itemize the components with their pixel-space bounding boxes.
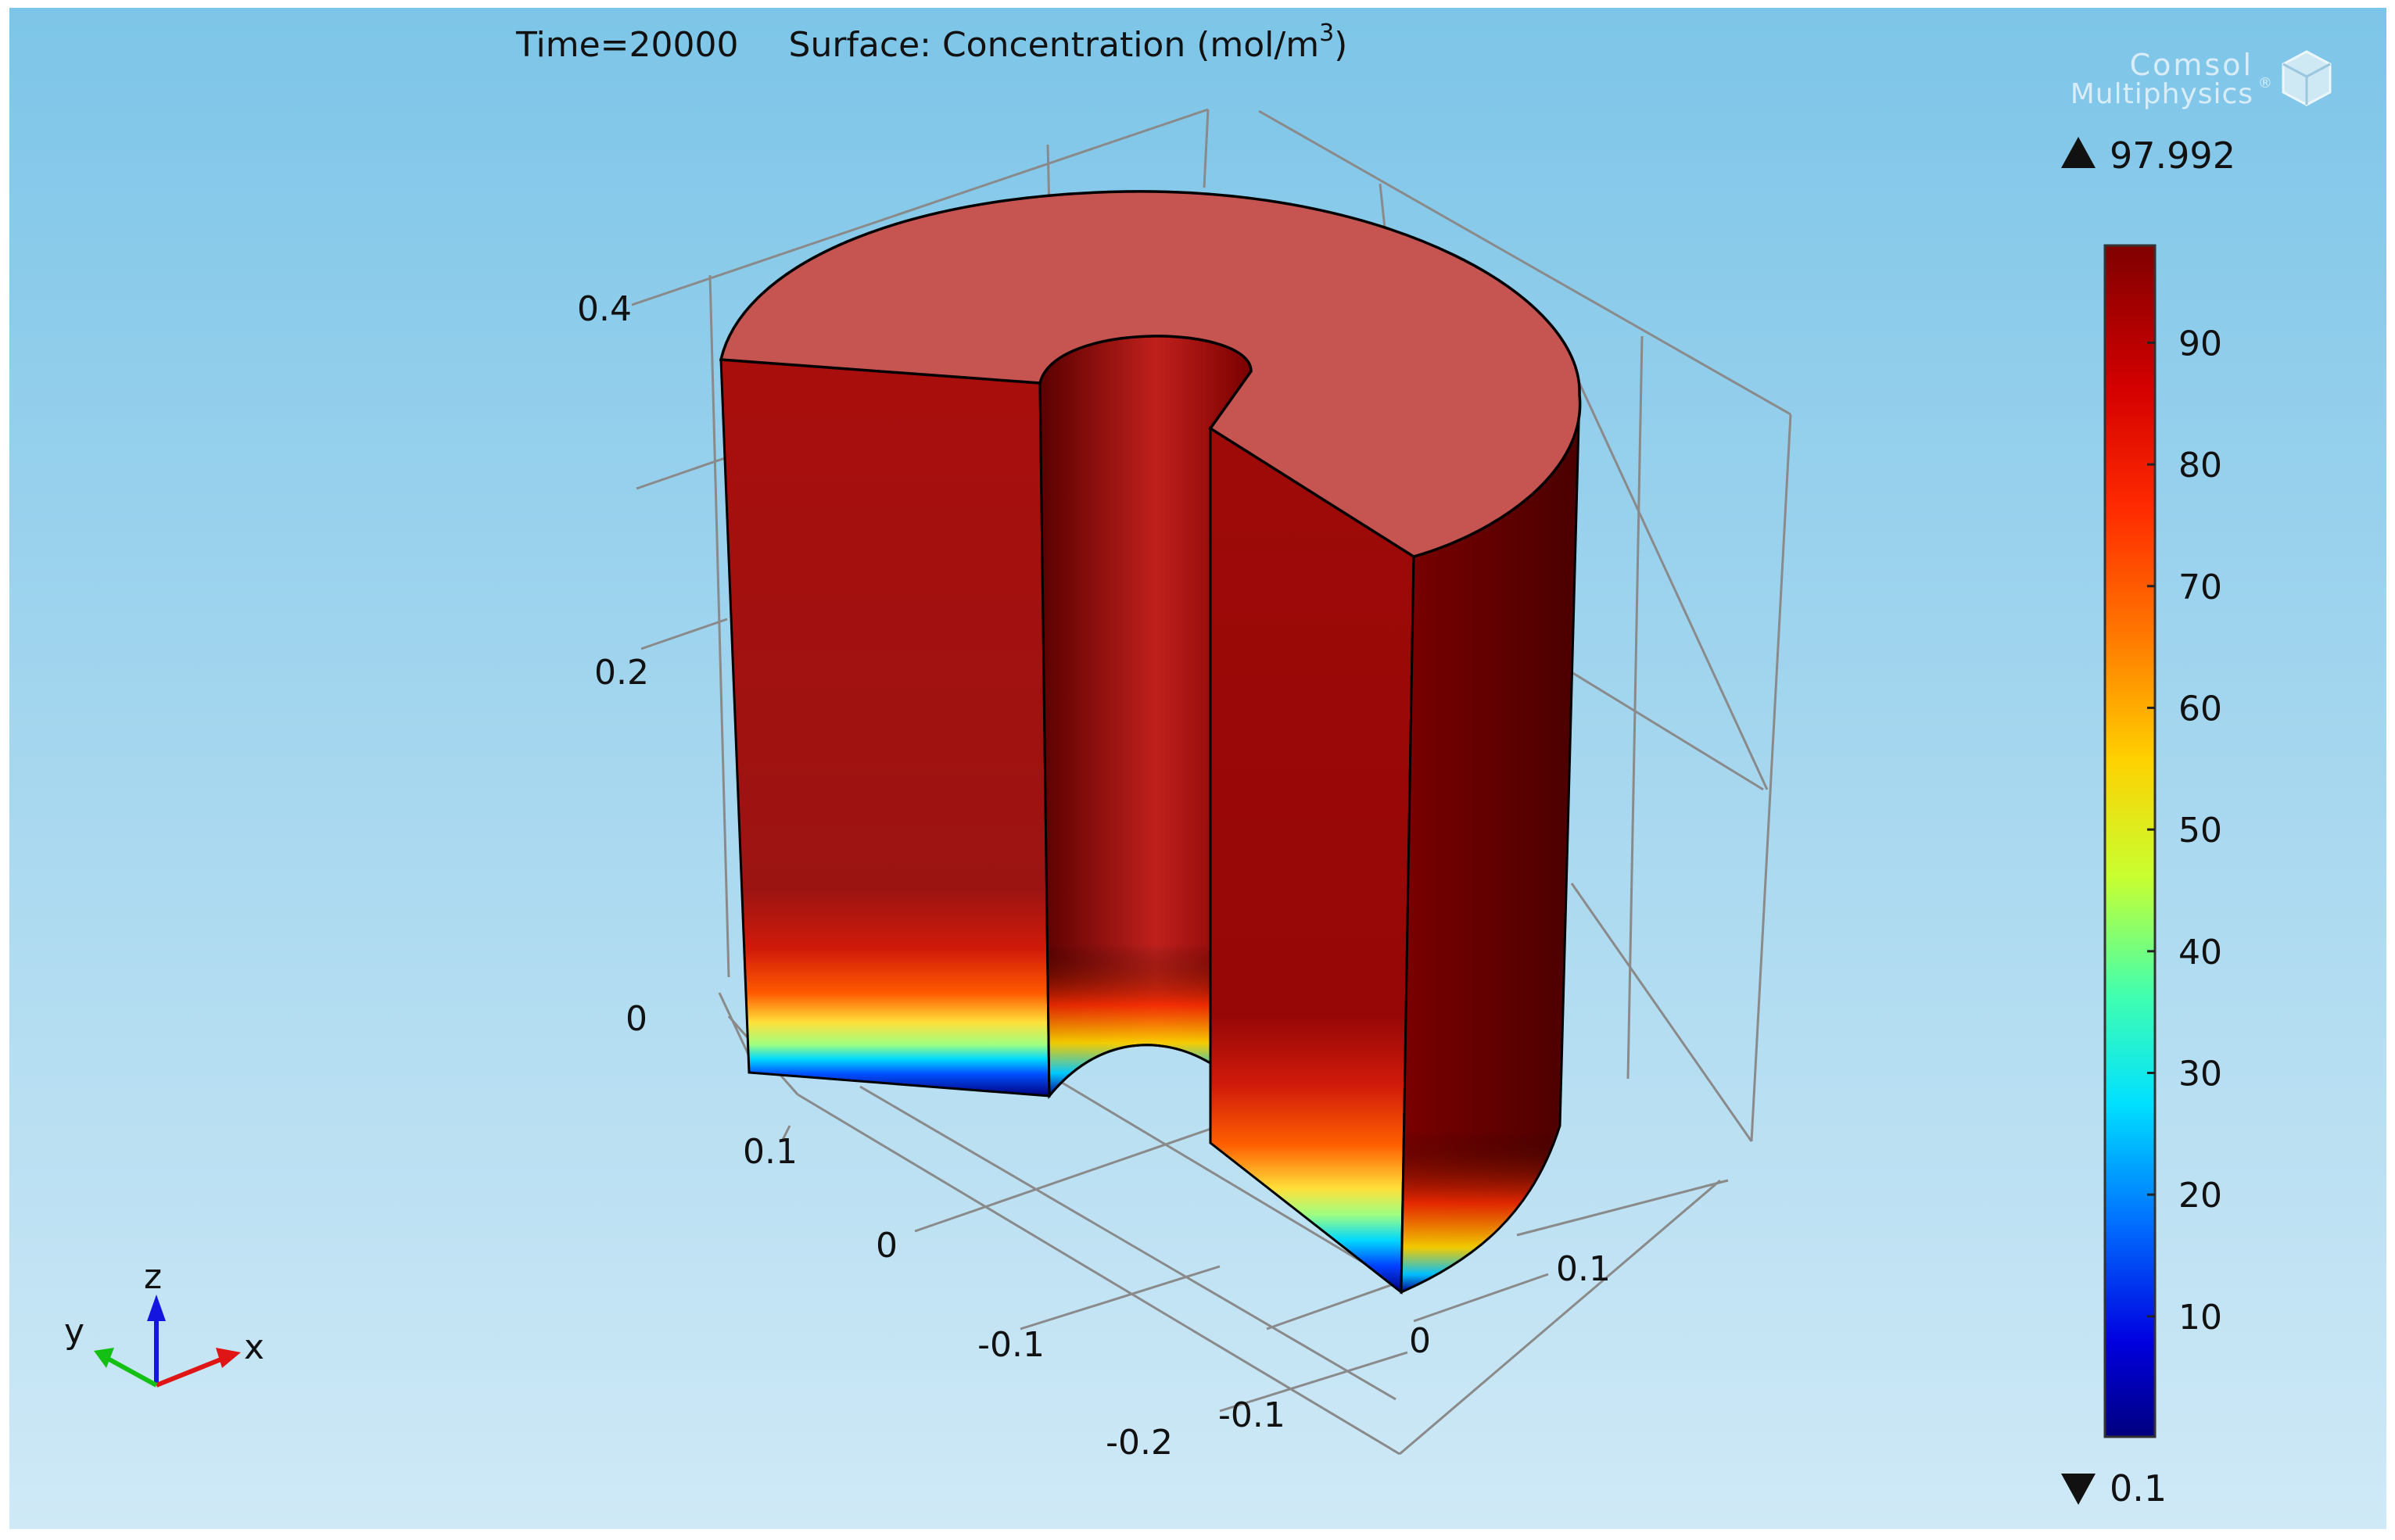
colorbar-tick-label: 30 (2178, 1055, 2222, 1094)
colorbar-tick-label: 80 (2178, 446, 2222, 485)
triad-y-label: y (64, 1312, 84, 1352)
z-tick: 0 (626, 999, 647, 1039)
logo-cube-icon (2282, 50, 2332, 106)
left-cut-face (719, 358, 1051, 1098)
z-tick: 0.2 (594, 653, 649, 693)
x-tick: 0.1 (1556, 1249, 1611, 1289)
title-superscript: 3 (1319, 20, 1334, 47)
logo-line1: Comsol (2130, 48, 2253, 82)
colorbar-tick-label: 40 (2178, 933, 2222, 972)
legend-max-label: 97.992 (2110, 134, 2235, 177)
y-tick: 0.1 (743, 1132, 798, 1172)
triad-x-label: x (244, 1327, 264, 1367)
triad-x-axis (155, 1356, 224, 1388)
y-tick: -0.1 (977, 1325, 1045, 1365)
x-axis-ticks: 0.1 0 -0.1 (1218, 1249, 1611, 1435)
z-tick: 0.4 (577, 289, 632, 329)
legend-min-label: 0.1 (2110, 1467, 2167, 1510)
logo-mark: ® (2258, 75, 2272, 91)
triad-x-arrow-icon (216, 1348, 241, 1368)
colorbar-tick-label: 20 (2178, 1176, 2222, 1216)
comsol-logo: Comsol Multiphysics ® (2071, 48, 2332, 110)
title-surface: Surface: Concentration (mol/m (789, 25, 1320, 65)
y-tick: -0.2 (1106, 1423, 1173, 1463)
logo-line2: Multiphysics (2071, 78, 2253, 110)
y-tick: 0 (876, 1226, 898, 1266)
x-tick: 0 (1409, 1321, 1431, 1361)
z-axis-ticks: 0.4 0.2 0 (577, 289, 649, 1039)
max-triangle-icon (2061, 137, 2096, 168)
colorbar-tick-label: 50 (2178, 811, 2222, 851)
axis-triad: z x y (64, 1257, 264, 1388)
triad-z-label: z (144, 1257, 162, 1297)
triad-y-arrow-icon (94, 1348, 114, 1368)
top-face (719, 190, 1582, 558)
right-cut-face (1209, 426, 1415, 1295)
y-axis-ticks: 0.1 0 -0.1 -0.2 (743, 1132, 1173, 1463)
triad-z-arrow-icon (147, 1295, 166, 1321)
colorbar-tick-label: 70 (2178, 568, 2222, 607)
concentration-surface[interactable] (719, 190, 1582, 1295)
colorbar-tick-label: 10 (2178, 1298, 2222, 1338)
min-triangle-icon (2061, 1474, 2096, 1505)
title-close: ) (1334, 25, 1347, 65)
colorbar-ticks: 90 80 70 60 50 40 30 20 10 (2147, 324, 2222, 1338)
colorbar-tick-label: 90 (2178, 324, 2222, 364)
plot-title: Time=20000 Surface: Concentration (mol/m… (515, 20, 1347, 65)
title-time: Time=20000 (515, 25, 739, 65)
colorbar-tick-label: 60 (2178, 689, 2222, 729)
x-tick: -0.1 (1218, 1395, 1285, 1435)
color-legend: 97.992 90 80 70 60 50 40 30 20 10 0.1 (2061, 134, 2235, 1510)
triad-y-axis (106, 1356, 158, 1388)
colorbar (2103, 244, 2157, 1438)
